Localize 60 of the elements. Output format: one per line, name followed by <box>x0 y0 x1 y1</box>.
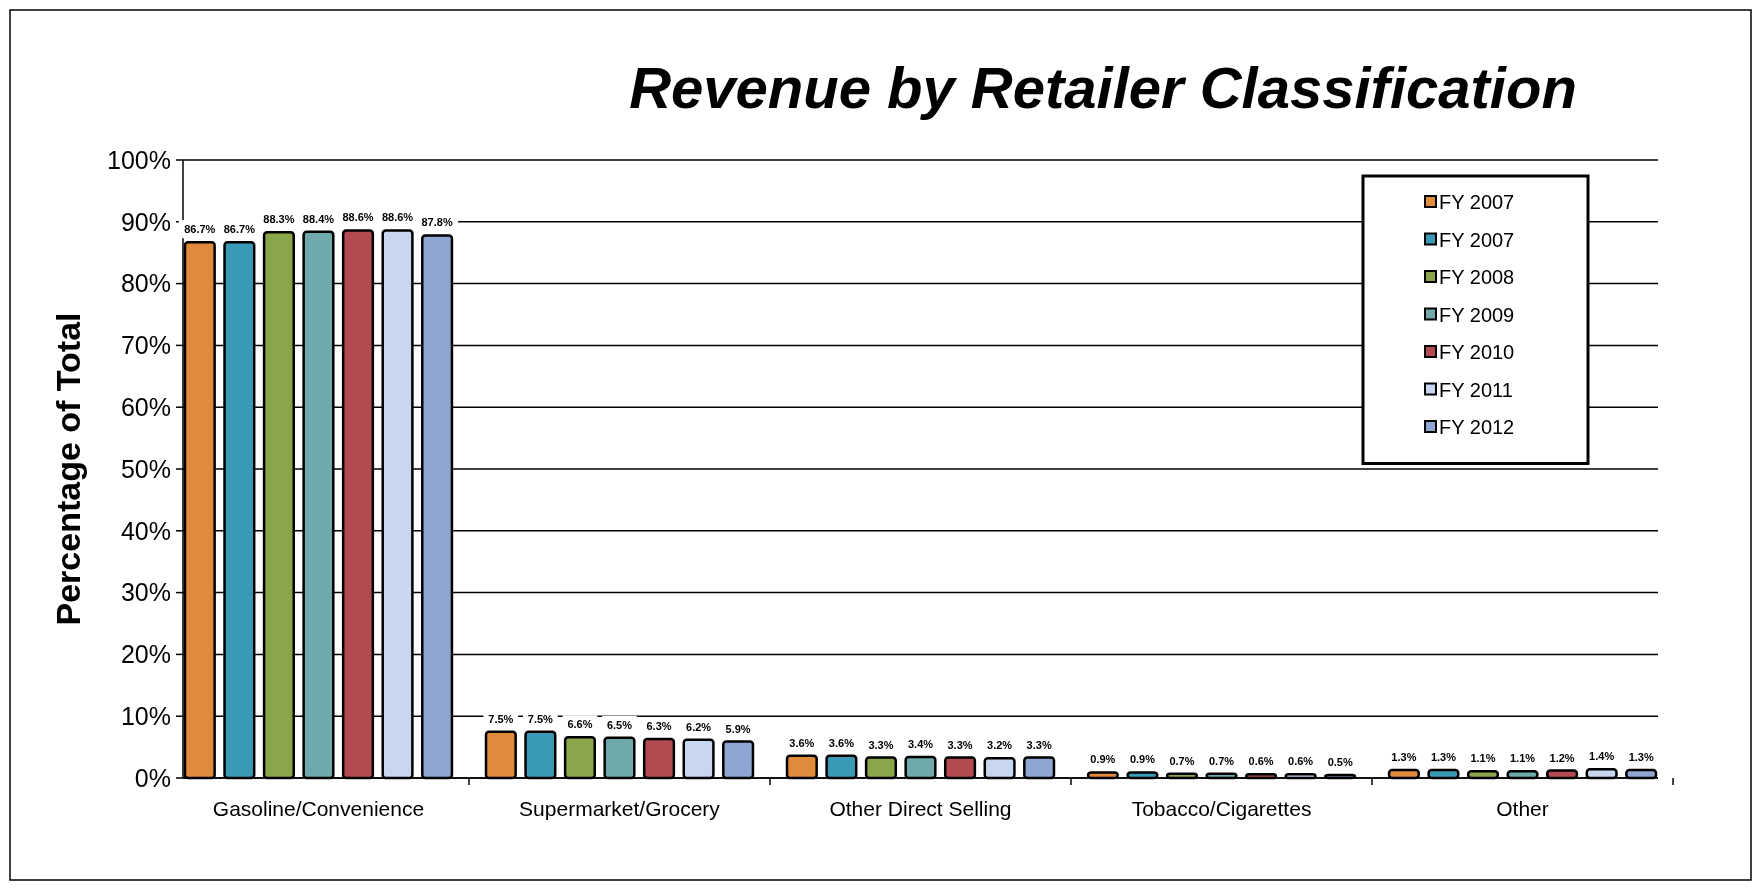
data-label: 3.3% <box>868 738 894 751</box>
legend-label: FY 2007 <box>1439 191 1515 213</box>
y-axis-title: Percentage of Total <box>49 312 87 626</box>
data-label: 1.1% <box>1510 752 1536 765</box>
x-tick-label: Other <box>1496 797 1549 820</box>
data-label: 1.3% <box>1430 750 1457 763</box>
data-label: 1.4% <box>1589 750 1615 763</box>
legend-label: FY 2007 <box>1439 228 1515 251</box>
data-label: 3.2% <box>987 739 1013 752</box>
y-tick-label: 20% <box>120 640 171 669</box>
data-label: 88.6% <box>381 211 414 224</box>
data-label: 0.7% <box>1208 754 1235 767</box>
y-tick-label: 100% <box>107 145 171 174</box>
x-tick-label: Tobacco/Cigarettes <box>1131 797 1312 820</box>
data-label: 0.6% <box>1248 755 1274 768</box>
data-label: 3.3% <box>947 738 973 751</box>
legend-label: FY 2009 <box>1439 303 1515 326</box>
y-tick-label: 10% <box>120 701 171 730</box>
data-label: 3.3% <box>1026 738 1052 751</box>
legend-label: FY 2008 <box>1439 266 1515 288</box>
data-label: 0.6% <box>1288 755 1314 768</box>
data-label: 88.4% <box>302 212 335 225</box>
data-label: 6.6% <box>567 718 593 731</box>
legend-label: FY 2011 <box>1439 378 1513 401</box>
data-label: 0.5% <box>1327 755 1353 768</box>
data-label: 3.6% <box>789 736 815 749</box>
y-tick-label: 50% <box>120 454 171 483</box>
data-label: 87.8% <box>421 216 453 229</box>
data-label: 1.1% <box>1470 752 1496 765</box>
y-tick-label: 80% <box>120 269 171 298</box>
legend-label: FY 2010 <box>1439 341 1515 363</box>
legend-label: FY 2012 <box>1439 416 1515 438</box>
data-label: 0.7% <box>1169 754 1195 767</box>
data-label: 86.7% <box>184 223 216 236</box>
y-tick-label: 40% <box>120 516 171 545</box>
data-label: 5.9% <box>725 722 751 735</box>
data-label: 6.3% <box>646 720 672 733</box>
y-tick-label: 30% <box>120 578 171 607</box>
data-label: 88.6% <box>342 211 374 224</box>
data-label: 7.5% <box>527 712 554 725</box>
data-label: 0.9% <box>1129 753 1156 766</box>
data-label: 6.5% <box>606 718 633 731</box>
data-label: 88.3% <box>263 213 295 226</box>
x-tick-label: Gasoline/Convenience <box>212 797 425 820</box>
data-label: 7.5% <box>488 712 514 725</box>
chart-title: Revenue by Retailer Classification <box>629 55 1577 120</box>
data-label: 1.2% <box>1549 751 1575 764</box>
x-tick-label: Other Direct Selling <box>829 797 1012 820</box>
y-tick-label: 60% <box>120 392 171 421</box>
y-tick-label: 70% <box>120 331 171 360</box>
x-tick-label: Supermarket/Grocery <box>519 797 721 820</box>
data-label: 1.3% <box>1628 750 1654 763</box>
data-label: 1.3% <box>1391 750 1417 763</box>
data-label: 6.2% <box>686 720 712 733</box>
data-label: 3.6% <box>828 736 855 749</box>
y-tick-label: 90% <box>120 207 171 236</box>
data-label: 86.7% <box>223 223 256 236</box>
data-label: 3.4% <box>907 737 934 750</box>
y-tick-label: 0% <box>134 763 171 792</box>
data-label: 0.9% <box>1090 753 1116 766</box>
